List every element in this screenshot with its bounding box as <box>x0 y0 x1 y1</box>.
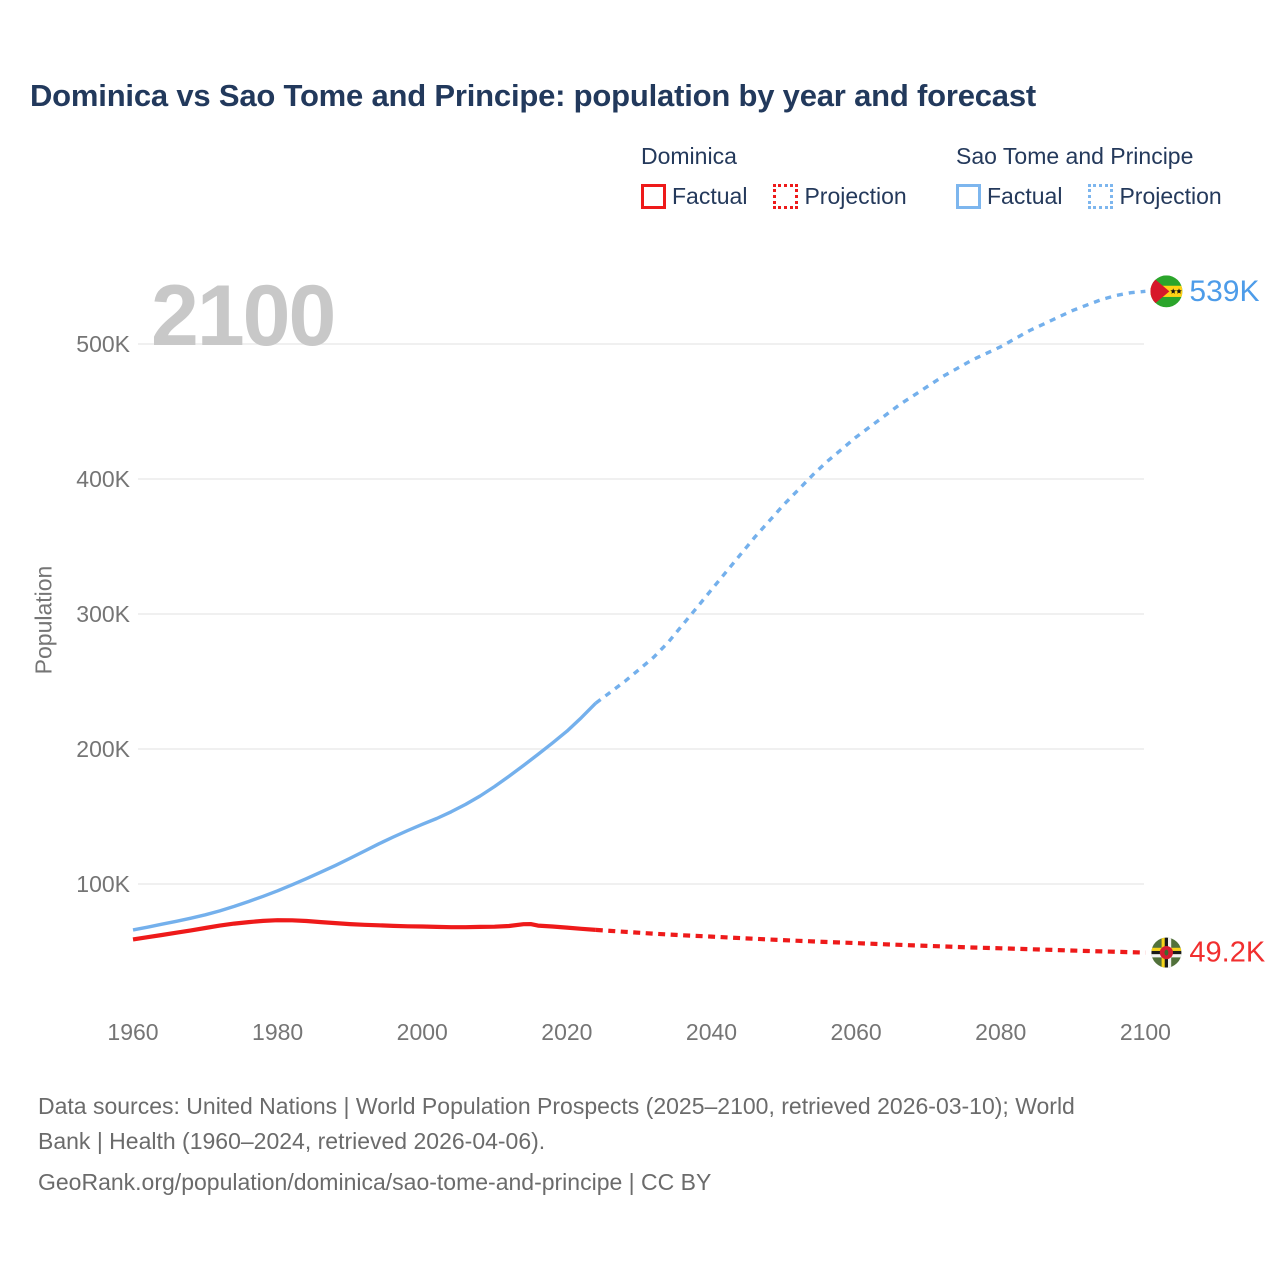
footer-sources-line-1: Data sources: United Nations | World Pop… <box>38 1093 1075 1119</box>
y-tick-label: 100K <box>76 871 130 897</box>
x-tick-label: 2020 <box>541 1019 592 1045</box>
x-tick-label: 2080 <box>975 1019 1026 1045</box>
data-sources-footer: Data sources: United Nations | World Pop… <box>38 1089 1238 1200</box>
legend-group-sao-tome: Sao Tome and Principe Factual Projection <box>956 143 1222 210</box>
dominica-flag-icon <box>1151 937 1182 968</box>
dominica-projection-swatch-icon <box>773 184 799 209</box>
x-tick-label: 2100 <box>1120 1019 1171 1045</box>
y-tick-label: 400K <box>76 466 130 492</box>
legend-item-dominica-factual: Factual <box>641 183 747 210</box>
dominica-factual-swatch-icon <box>641 184 666 209</box>
y-tick-label: 500K <box>76 331 130 357</box>
y-axis-tick-labels: 100K 200K 300K 400K 500K <box>76 331 130 897</box>
sao-tome-flag-icon <box>1150 275 1183 308</box>
page-title: Dominica vs Sao Tome and Principe: popul… <box>30 78 1037 113</box>
legend-group-dominica: Dominica Factual Projection <box>641 143 907 210</box>
footer-attribution-link: GeoRank.org/population/dominica/sao-tome… <box>38 1169 712 1195</box>
legend-item-sao-tome-projection: Projection <box>1088 183 1222 210</box>
legend-group-title: Sao Tome and Principe <box>956 143 1194 169</box>
legend: Dominica Factual Projection Sao Tome and… <box>0 143 1280 223</box>
x-tick-label: 2060 <box>831 1019 882 1045</box>
x-axis-tick-labels: 1960 1980 2000 2020 2040 2060 2080 2100 <box>107 1019 1171 1045</box>
sao-tome-line <box>132 701 598 932</box>
dominica-line <box>595 927 1146 955</box>
y-tick-label: 200K <box>76 736 130 762</box>
legend-item-label: Projection <box>1119 183 1222 209</box>
dominica-line <box>132 918 596 942</box>
sao-tome-factual-swatch-icon <box>956 184 981 209</box>
x-tick-label: 1960 <box>107 1019 158 1045</box>
series-end-labels: 539K 49.2K <box>1189 275 1265 969</box>
y-tick-label: 300K <box>76 601 130 627</box>
footer-sources-line-2: Bank | Health (1960–2024, retrieved 2026… <box>38 1128 546 1154</box>
x-tick-label: 2040 <box>686 1019 737 1045</box>
legend-group-title: Dominica <box>641 143 737 169</box>
legend-item-label: Projection <box>804 183 907 209</box>
gridlines <box>138 343 1144 885</box>
series-end-value-label: 539K <box>1189 275 1259 308</box>
chart-watermark-year: 2100 <box>151 268 334 364</box>
legend-item-sao-tome-factual: Factual <box>956 183 1062 210</box>
x-tick-label: 1980 <box>252 1019 303 1045</box>
legend-item-label: Factual <box>672 183 748 209</box>
sao-tome-projection-swatch-icon <box>1088 184 1114 209</box>
sao-tome-line <box>594 289 1146 705</box>
x-tick-label: 2000 <box>397 1019 448 1045</box>
series-lines <box>132 289 1146 955</box>
legend-item-dominica-projection: Projection <box>773 183 907 210</box>
series-end-value-label: 49.2K <box>1189 937 1265 969</box>
legend-item-label: Factual <box>987 183 1063 209</box>
